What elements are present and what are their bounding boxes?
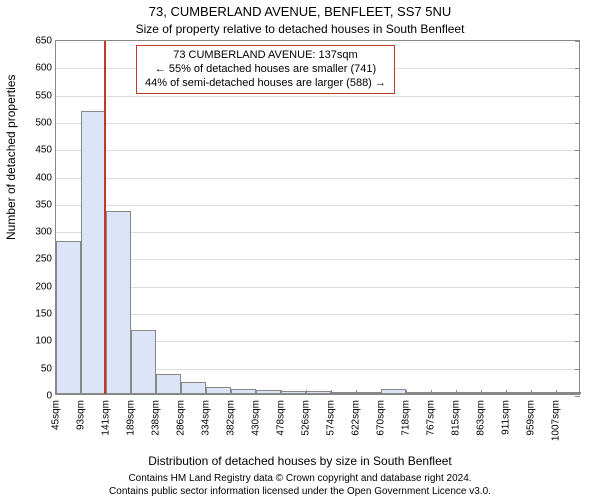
x-tick-label: 141sqm: [101, 400, 112, 436]
property-size-chart: 73, CUMBERLAND AVENUE, BENFLEET, SS7 5NU…: [0, 0, 600, 500]
histogram-bar: [181, 382, 206, 394]
y-tick-label: 500: [35, 117, 52, 128]
histogram-bar: [356, 392, 381, 394]
x-tick-label: 574sqm: [326, 400, 337, 436]
y-tick-label: 450: [35, 145, 52, 156]
histogram-bar: [231, 389, 256, 394]
gridline: [56, 96, 579, 97]
x-tick-label: 959sqm: [526, 400, 537, 436]
y-tick-mark: [575, 123, 580, 124]
x-tick-label: 189sqm: [126, 400, 137, 436]
histogram-bar: [531, 392, 556, 394]
y-tick-label: 200: [35, 281, 52, 292]
gridline: [56, 150, 579, 151]
histogram-bar: [556, 392, 581, 394]
plot-area: 73 CUMBERLAND AVENUE: 137sqm ← 55% of de…: [55, 40, 580, 395]
x-tick-label: 334sqm: [201, 400, 212, 436]
x-tick-label: 286sqm: [176, 400, 187, 436]
histogram-bar: [331, 392, 356, 394]
y-tick-label: 250: [35, 254, 52, 265]
x-axis-label: Distribution of detached houses by size …: [0, 454, 600, 468]
footer-line-1: Contains HM Land Registry data © Crown c…: [0, 473, 600, 486]
x-tick-label: 863sqm: [476, 400, 487, 436]
y-tick-label: 550: [35, 90, 52, 101]
histogram-bar: [106, 211, 131, 395]
histogram-bar: [206, 387, 231, 394]
chart-title: 73, CUMBERLAND AVENUE, BENFLEET, SS7 5NU: [0, 4, 600, 19]
chart-subtitle: Size of property relative to detached ho…: [0, 22, 600, 36]
y-tick-mark: [575, 150, 580, 151]
x-tick-label: 1007sqm: [551, 400, 562, 441]
histogram-bar: [506, 392, 531, 394]
x-tick-label: 93sqm: [76, 400, 87, 430]
y-tick-mark: [575, 341, 580, 342]
x-tick-label: 911sqm: [501, 400, 512, 435]
chart-footer: Contains HM Land Registry data © Crown c…: [0, 473, 600, 498]
info-smaller-pct: ← 55% of detached houses are smaller (74…: [145, 63, 386, 77]
property-marker-line: [104, 41, 106, 394]
histogram-bar: [406, 392, 431, 394]
y-tick-mark: [575, 96, 580, 97]
gridline: [56, 205, 579, 206]
histogram-bar: [131, 330, 156, 394]
x-tick-label: 238sqm: [151, 400, 162, 436]
y-tick-mark: [575, 41, 580, 42]
gridline: [56, 123, 579, 124]
gridline: [56, 287, 579, 288]
x-tick-label: 45sqm: [51, 400, 62, 430]
x-tick-label: 382sqm: [226, 400, 237, 436]
y-tick-mark: [575, 396, 580, 397]
y-tick-mark: [575, 369, 580, 370]
histogram-bar: [256, 390, 281, 394]
y-tick-label: 100: [35, 336, 52, 347]
y-tick-label: 50: [41, 363, 52, 374]
y-tick-mark: [575, 259, 580, 260]
gridline: [56, 314, 579, 315]
gridline: [56, 178, 579, 179]
histogram-bar: [156, 374, 181, 394]
y-tick-mark: [575, 205, 580, 206]
histogram-bar: [56, 241, 81, 394]
gridline: [56, 232, 579, 233]
y-tick-label: 350: [35, 199, 52, 210]
y-tick-label: 400: [35, 172, 52, 183]
histogram-bar: [381, 389, 406, 394]
x-tick-label: 815sqm: [451, 400, 462, 436]
histogram-bar: [456, 392, 481, 394]
y-tick-mark: [575, 314, 580, 315]
y-tick-label: 300: [35, 227, 52, 238]
y-tick-label: 600: [35, 63, 52, 74]
y-axis-label: Number of detached properties: [4, 75, 18, 240]
x-tick-label: 430sqm: [251, 400, 262, 436]
y-tick-mark: [575, 178, 580, 179]
histogram-bar: [81, 111, 106, 394]
x-tick-label: 526sqm: [301, 400, 312, 436]
info-larger-pct: 44% of semi-detached houses are larger (…: [145, 77, 386, 91]
y-tick-mark: [575, 68, 580, 69]
y-tick-label: 650: [35, 36, 52, 47]
x-tick-label: 478sqm: [276, 400, 287, 436]
x-tick-label: 670sqm: [376, 400, 387, 436]
histogram-bar: [281, 391, 306, 394]
gridline: [56, 259, 579, 260]
histogram-bar: [431, 392, 456, 394]
property-info-box: 73 CUMBERLAND AVENUE: 137sqm ← 55% of de…: [136, 45, 395, 94]
footer-line-2: Contains public sector information licen…: [0, 486, 600, 499]
y-tick-label: 150: [35, 309, 52, 320]
histogram-bar: [306, 391, 331, 394]
y-tick-mark: [575, 287, 580, 288]
x-tick-label: 767sqm: [426, 400, 437, 436]
x-tick-label: 622sqm: [351, 400, 362, 436]
info-property-size: 73 CUMBERLAND AVENUE: 137sqm: [145, 49, 386, 63]
x-tick-label: 718sqm: [401, 400, 412, 436]
histogram-bar: [481, 392, 506, 394]
y-tick-mark: [575, 232, 580, 233]
